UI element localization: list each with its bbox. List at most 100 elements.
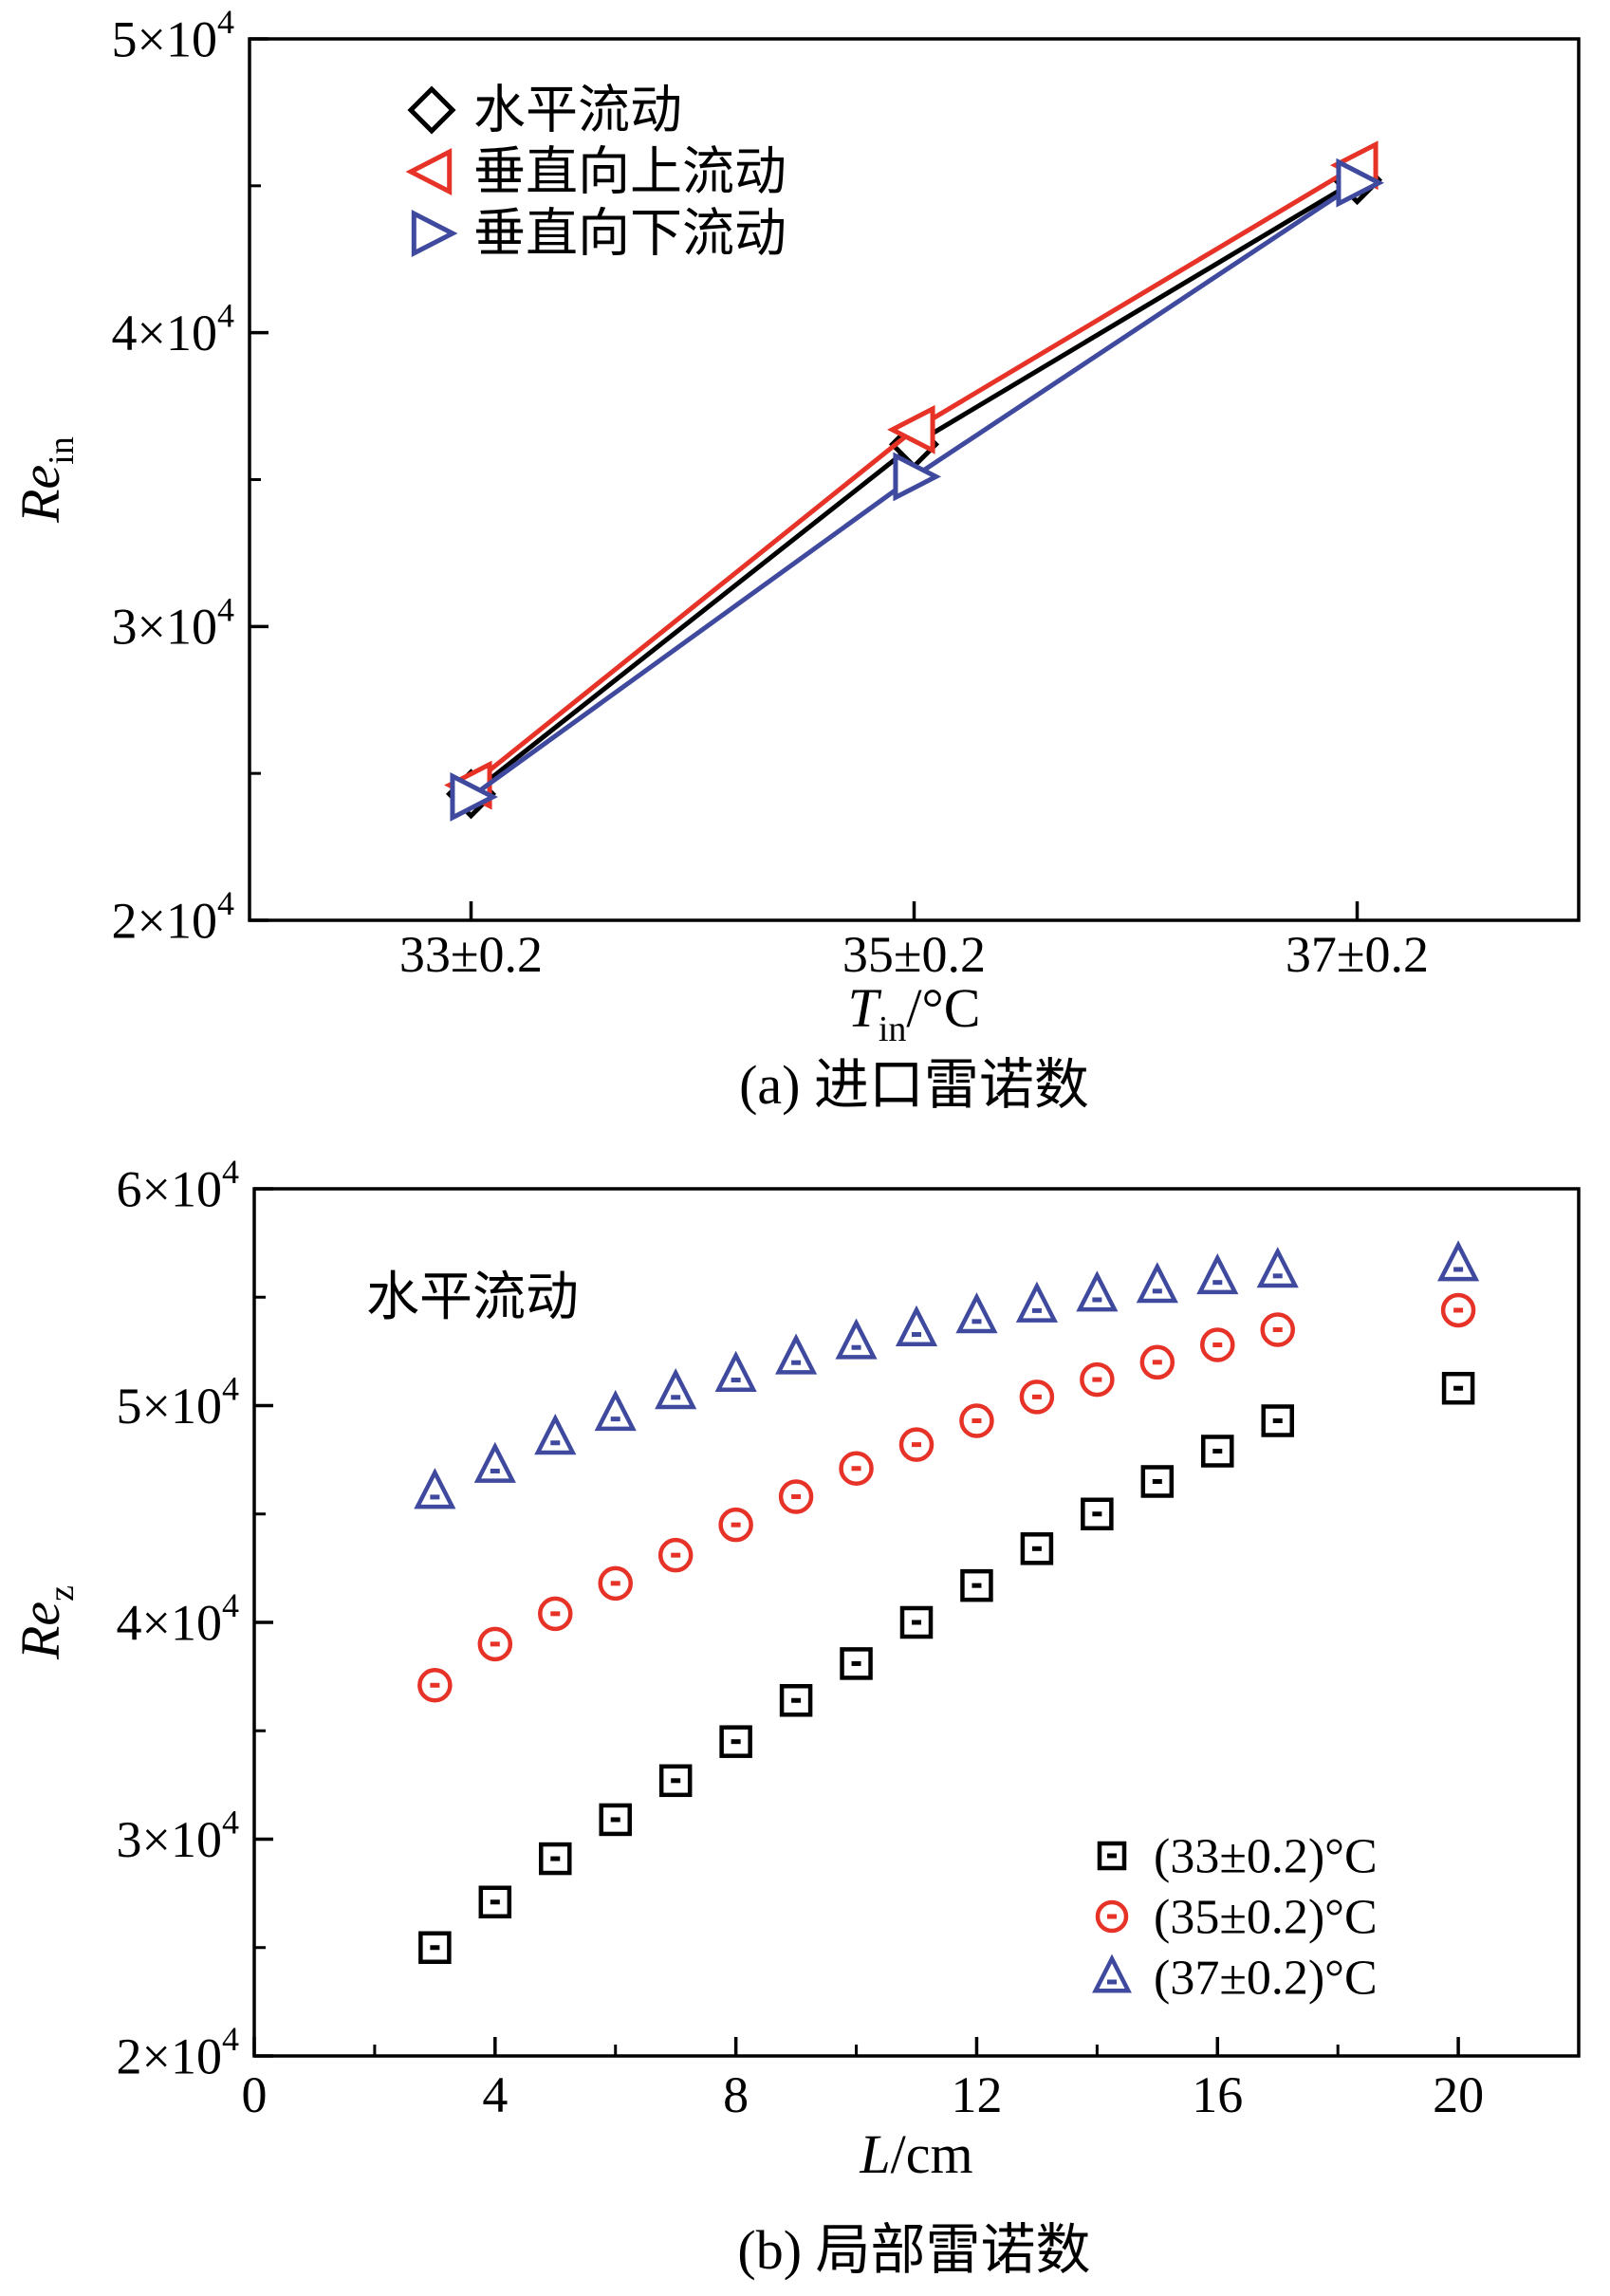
data-point (417, 1668, 453, 1703)
data-point (414, 1468, 456, 1509)
data-point (539, 1842, 572, 1876)
data-point (1015, 1281, 1058, 1323)
legend-label: 垂直向下流动 (473, 205, 786, 263)
marker-center-dot (1212, 1448, 1223, 1454)
data-point (594, 1389, 637, 1432)
marker-shape (407, 85, 456, 135)
marker-shape (1076, 1270, 1119, 1312)
legend-item: 水平流动 (407, 82, 682, 139)
marker-center-dot (1272, 1327, 1283, 1333)
marker-center-dot (550, 1611, 561, 1617)
data-point (1139, 1344, 1175, 1380)
legend-marker (411, 210, 458, 257)
marker-center-dot (1453, 1307, 1464, 1313)
x-tick-label: 8 (723, 2066, 749, 2123)
marker-shape (1196, 1252, 1239, 1295)
legend-item: (35±0.2)°C (1095, 1891, 1378, 1945)
data-point (1196, 1252, 1239, 1295)
data-point (1136, 1262, 1178, 1304)
legend-label: (37±0.2)°C (1154, 1952, 1378, 2006)
data-point (778, 1479, 814, 1514)
data-point (598, 1565, 633, 1602)
data-point (1336, 157, 1384, 208)
chart-b-caption: (b) 局部雷诺数 (737, 2219, 1091, 2281)
chart-b-canvas: 2×104 3×104 4×104 5×104 6×104 0 4 8 12 16 20 L/cm Re… (9, 1153, 1581, 2185)
y-tick-label: 5×104 (112, 8, 234, 67)
data-point (658, 1764, 693, 1798)
data-point (534, 1414, 577, 1455)
annotation-text: 水平流动 (366, 1268, 579, 1327)
marker-center-dot (731, 1522, 741, 1528)
marker-center-dot (671, 1552, 681, 1558)
marker-shape (1437, 1240, 1480, 1282)
x-axis-title: L/cm (859, 2123, 972, 2185)
x-axis-title: Tin/°C (848, 977, 981, 1049)
marker-center-dot (1092, 1297, 1102, 1303)
marker-center-dot (1107, 1979, 1117, 1985)
marker-shape (405, 148, 453, 195)
data-point (1440, 1292, 1476, 1328)
data-point (840, 1647, 873, 1680)
marker-center-dot (1152, 1360, 1162, 1365)
x-tick-label: 0 (242, 2066, 268, 2123)
data-point (1019, 1379, 1055, 1415)
data-point (955, 1292, 998, 1334)
marker-shape (450, 771, 498, 822)
legend-item: (33±0.2)°C (1097, 1830, 1378, 1884)
marker-center-dot (851, 1344, 861, 1350)
marker-shape (1136, 1262, 1178, 1304)
legend-item: 垂直向下流动 (411, 205, 786, 263)
x-tick-label: 16 (1192, 2066, 1243, 2123)
marker-center-dot (1092, 1377, 1102, 1382)
marker-center-dot (1453, 1385, 1464, 1391)
marker-center-dot (851, 1660, 861, 1666)
legend-item: 垂直向上流动 (405, 143, 786, 201)
data-point (714, 1350, 757, 1392)
marker-center-dot (1092, 1511, 1102, 1517)
y-tick-label: 5×104 (117, 1370, 239, 1435)
marker-center-dot (912, 1442, 921, 1448)
y-tick-label: 3×104 (112, 590, 234, 655)
marker-shape (1020, 1532, 1054, 1565)
y-tick-label: 6×104 (117, 1153, 239, 1217)
marker-shape (893, 452, 941, 502)
marker-center-dot (972, 1319, 982, 1324)
data-point (1080, 1361, 1115, 1398)
marker-center-dot (550, 1856, 561, 1861)
marker-shape (955, 1292, 998, 1334)
data-point (450, 771, 498, 822)
y-tick-label: 2×104 (117, 2020, 239, 2084)
marker-shape (594, 1389, 637, 1432)
data-point (1076, 1270, 1119, 1312)
legend-marker (407, 85, 456, 135)
marker-center-dot (851, 1466, 861, 1472)
data-point (960, 1568, 993, 1602)
data-point (839, 1451, 874, 1487)
chart-a-canvas: 2×104 3×104 4×104 5×104 33±0.2 35±0.2 37±0.2 Ti… (9, 8, 1581, 1049)
legend-label: (33±0.2)°C (1154, 1830, 1378, 1884)
data-point (1140, 1465, 1175, 1498)
y-tick-label: 4×104 (112, 297, 234, 361)
marker-center-dot (1272, 1273, 1283, 1279)
marker-center-dot (430, 1494, 440, 1500)
x-tick-label: 37±0.2 (1286, 926, 1429, 983)
marker-shape (414, 1468, 456, 1509)
data-point (1081, 1497, 1114, 1530)
marker-center-dot (791, 1697, 802, 1703)
data-point (477, 1626, 513, 1662)
marker-shape (714, 1350, 757, 1392)
marker-center-dot (912, 1620, 921, 1625)
chart-b: 2×104 3×104 4×104 5×104 6×104 0 4 8 12 16 20 L/cm Re… (0, 1125, 1610, 2290)
marker-center-dot (1107, 1914, 1117, 1919)
y-tick-label: 2×104 (112, 884, 234, 949)
data-point (898, 1427, 935, 1462)
marker-shape (887, 404, 935, 454)
marker-center-dot (1212, 1342, 1223, 1348)
x-tick-label: 4 (482, 2066, 508, 2123)
marker-center-dot (671, 1778, 681, 1784)
marker-shape (1336, 157, 1384, 208)
marker-center-dot (1031, 1546, 1042, 1551)
legend-label: (35±0.2)°C (1154, 1891, 1378, 1945)
data-point (538, 1596, 573, 1632)
